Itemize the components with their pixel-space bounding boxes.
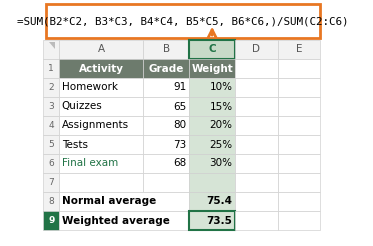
Text: 9: 9 bbox=[48, 216, 54, 225]
Bar bbox=[43, 135, 59, 154]
Bar bbox=[189, 173, 235, 192]
Text: Homework: Homework bbox=[62, 82, 118, 92]
Bar bbox=[235, 154, 278, 173]
Bar bbox=[278, 78, 320, 97]
Bar bbox=[235, 116, 278, 135]
Bar bbox=[189, 78, 235, 97]
Bar bbox=[189, 59, 235, 78]
Bar bbox=[59, 78, 143, 97]
Text: D: D bbox=[252, 45, 260, 55]
Bar bbox=[59, 116, 143, 135]
Bar bbox=[59, 97, 143, 116]
Bar bbox=[235, 173, 278, 192]
Text: 73.5: 73.5 bbox=[207, 215, 232, 226]
Bar bbox=[235, 192, 278, 211]
FancyBboxPatch shape bbox=[46, 4, 320, 38]
Bar bbox=[143, 116, 189, 135]
Text: 73: 73 bbox=[173, 139, 186, 150]
Text: Tests: Tests bbox=[62, 139, 88, 150]
Text: 25%: 25% bbox=[209, 139, 232, 150]
Bar bbox=[43, 59, 59, 78]
Bar bbox=[59, 173, 143, 192]
Text: 20%: 20% bbox=[210, 121, 232, 130]
Text: Weighted average: Weighted average bbox=[62, 215, 170, 226]
Text: 2: 2 bbox=[48, 83, 54, 92]
Bar bbox=[235, 59, 278, 78]
Bar bbox=[59, 135, 143, 154]
Bar bbox=[189, 135, 235, 154]
Bar bbox=[143, 97, 189, 116]
Text: 80: 80 bbox=[173, 121, 186, 130]
Text: 3: 3 bbox=[48, 102, 54, 111]
Bar bbox=[235, 97, 278, 116]
Bar bbox=[43, 97, 59, 116]
Text: 7: 7 bbox=[48, 178, 54, 187]
Bar bbox=[235, 135, 278, 154]
Text: 10%: 10% bbox=[210, 82, 232, 92]
Text: 68: 68 bbox=[173, 158, 186, 169]
Bar bbox=[278, 135, 320, 154]
Bar bbox=[235, 78, 278, 97]
Text: Quizzes: Quizzes bbox=[62, 102, 103, 111]
Text: C: C bbox=[208, 45, 216, 55]
Bar bbox=[189, 154, 235, 173]
Bar bbox=[189, 40, 235, 59]
Text: 5: 5 bbox=[48, 140, 54, 149]
Text: E: E bbox=[295, 45, 302, 55]
Bar bbox=[43, 192, 59, 211]
Bar bbox=[43, 154, 59, 173]
Bar bbox=[59, 211, 189, 230]
Bar bbox=[189, 211, 235, 230]
Polygon shape bbox=[48, 42, 55, 49]
Bar bbox=[143, 59, 189, 78]
Bar bbox=[143, 40, 189, 59]
Bar bbox=[43, 116, 59, 135]
Text: B: B bbox=[163, 45, 170, 55]
Bar bbox=[278, 97, 320, 116]
Text: Final exam: Final exam bbox=[62, 158, 118, 169]
Text: 91: 91 bbox=[173, 82, 186, 92]
Bar bbox=[278, 40, 320, 59]
Bar bbox=[189, 97, 235, 116]
Bar bbox=[43, 40, 59, 59]
Text: 4: 4 bbox=[48, 121, 54, 130]
Text: Assignments: Assignments bbox=[62, 121, 129, 130]
Bar bbox=[235, 40, 278, 59]
Bar bbox=[143, 154, 189, 173]
Bar bbox=[143, 135, 189, 154]
Text: 6: 6 bbox=[48, 159, 54, 168]
Bar bbox=[278, 173, 320, 192]
Bar bbox=[43, 78, 59, 97]
Bar bbox=[189, 116, 235, 135]
Text: 1: 1 bbox=[48, 64, 54, 73]
Bar bbox=[43, 211, 59, 230]
Bar bbox=[278, 59, 320, 78]
Text: A: A bbox=[98, 45, 105, 55]
Bar bbox=[59, 192, 189, 211]
Bar bbox=[43, 173, 59, 192]
Text: =SUM(B2*C2, B3*C3, B4*C4, B5*C5, B6*C6,)/SUM(C2:C6): =SUM(B2*C2, B3*C3, B4*C4, B5*C5, B6*C6,)… bbox=[17, 16, 349, 26]
Text: 15%: 15% bbox=[209, 102, 232, 111]
Text: 65: 65 bbox=[173, 102, 186, 111]
Text: 8: 8 bbox=[48, 197, 54, 206]
Bar bbox=[278, 154, 320, 173]
Bar bbox=[59, 154, 143, 173]
Bar bbox=[143, 78, 189, 97]
Text: Activity: Activity bbox=[79, 63, 124, 74]
Text: Normal average: Normal average bbox=[62, 197, 156, 206]
Text: Weight: Weight bbox=[191, 63, 233, 74]
Bar bbox=[143, 173, 189, 192]
Text: 30%: 30% bbox=[210, 158, 232, 169]
Bar bbox=[278, 192, 320, 211]
Bar bbox=[278, 211, 320, 230]
Bar bbox=[189, 192, 235, 211]
Bar bbox=[235, 211, 278, 230]
Text: Grade: Grade bbox=[148, 63, 184, 74]
Bar bbox=[59, 40, 143, 59]
Text: 75.4: 75.4 bbox=[207, 197, 232, 206]
Bar bbox=[278, 116, 320, 135]
Bar bbox=[59, 59, 143, 78]
